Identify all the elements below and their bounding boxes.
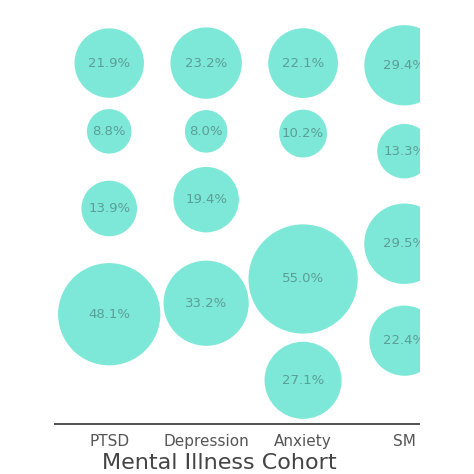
Circle shape — [82, 182, 137, 236]
Text: SM: SM — [393, 434, 416, 449]
Text: 8.8%: 8.8% — [92, 125, 126, 138]
Circle shape — [174, 168, 238, 232]
Text: PTSD: PTSD — [89, 434, 129, 449]
Circle shape — [370, 306, 439, 375]
Circle shape — [269, 29, 337, 97]
Circle shape — [164, 261, 248, 345]
Circle shape — [265, 343, 341, 418]
Text: 19.4%: 19.4% — [185, 193, 227, 206]
Circle shape — [249, 225, 357, 333]
Circle shape — [280, 110, 326, 157]
Circle shape — [186, 111, 227, 152]
Circle shape — [75, 29, 143, 97]
Text: 21.9%: 21.9% — [88, 56, 130, 70]
Text: 33.2%: 33.2% — [185, 297, 227, 310]
Text: 27.1%: 27.1% — [282, 374, 324, 387]
Text: 29.5%: 29.5% — [383, 237, 426, 250]
Text: 55.0%: 55.0% — [282, 273, 324, 285]
Text: 13.3%: 13.3% — [383, 145, 426, 158]
Circle shape — [59, 264, 160, 365]
Text: 10.2%: 10.2% — [282, 127, 324, 140]
Text: Anxiety: Anxiety — [274, 434, 332, 449]
Text: 29.4%: 29.4% — [383, 59, 426, 72]
Text: Depression: Depression — [163, 434, 249, 449]
Text: 22.4%: 22.4% — [383, 334, 426, 347]
Text: 48.1%: 48.1% — [88, 308, 130, 321]
Circle shape — [171, 28, 241, 98]
Circle shape — [365, 26, 444, 105]
Circle shape — [378, 125, 431, 178]
Circle shape — [365, 204, 444, 283]
Circle shape — [88, 110, 131, 153]
Text: 22.1%: 22.1% — [282, 56, 324, 70]
Text: 8.0%: 8.0% — [190, 125, 223, 138]
Text: 13.9%: 13.9% — [88, 202, 130, 215]
Text: 23.2%: 23.2% — [185, 56, 227, 70]
Text: Mental Illness Cohort: Mental Illness Cohort — [102, 453, 337, 473]
